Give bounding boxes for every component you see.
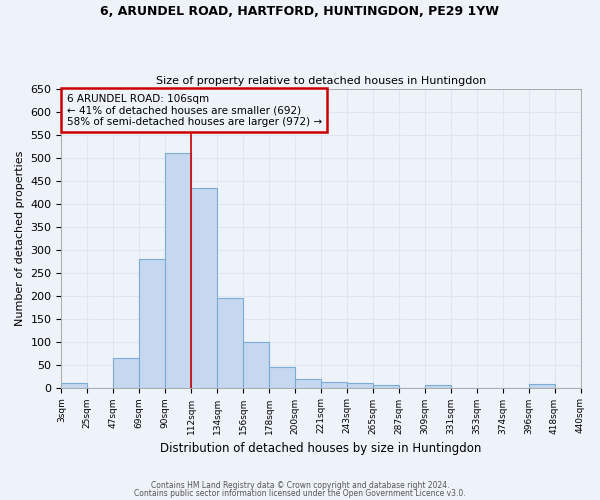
Bar — [217, 298, 243, 388]
Bar — [529, 384, 554, 388]
Bar — [243, 342, 269, 388]
Text: Contains public sector information licensed under the Open Government Licence v3: Contains public sector information licen… — [134, 488, 466, 498]
Bar — [113, 358, 139, 388]
Text: Contains HM Land Registry data © Crown copyright and database right 2024.: Contains HM Land Registry data © Crown c… — [151, 481, 449, 490]
Title: Size of property relative to detached houses in Huntingdon: Size of property relative to detached ho… — [156, 76, 486, 86]
Bar — [269, 367, 295, 388]
X-axis label: Distribution of detached houses by size in Huntingdon: Distribution of detached houses by size … — [160, 442, 482, 455]
Bar — [321, 382, 347, 388]
Bar — [347, 383, 373, 388]
Bar — [295, 380, 321, 388]
Bar — [165, 154, 191, 388]
Y-axis label: Number of detached properties: Number of detached properties — [15, 150, 25, 326]
Bar — [425, 386, 451, 388]
Bar — [61, 383, 88, 388]
Text: 6, ARUNDEL ROAD, HARTFORD, HUNTINGDON, PE29 1YW: 6, ARUNDEL ROAD, HARTFORD, HUNTINGDON, P… — [101, 5, 499, 18]
Bar — [191, 188, 217, 388]
Bar — [373, 385, 399, 388]
Text: 6 ARUNDEL ROAD: 106sqm
← 41% of detached houses are smaller (692)
58% of semi-de: 6 ARUNDEL ROAD: 106sqm ← 41% of detached… — [67, 94, 322, 126]
Bar — [139, 259, 165, 388]
